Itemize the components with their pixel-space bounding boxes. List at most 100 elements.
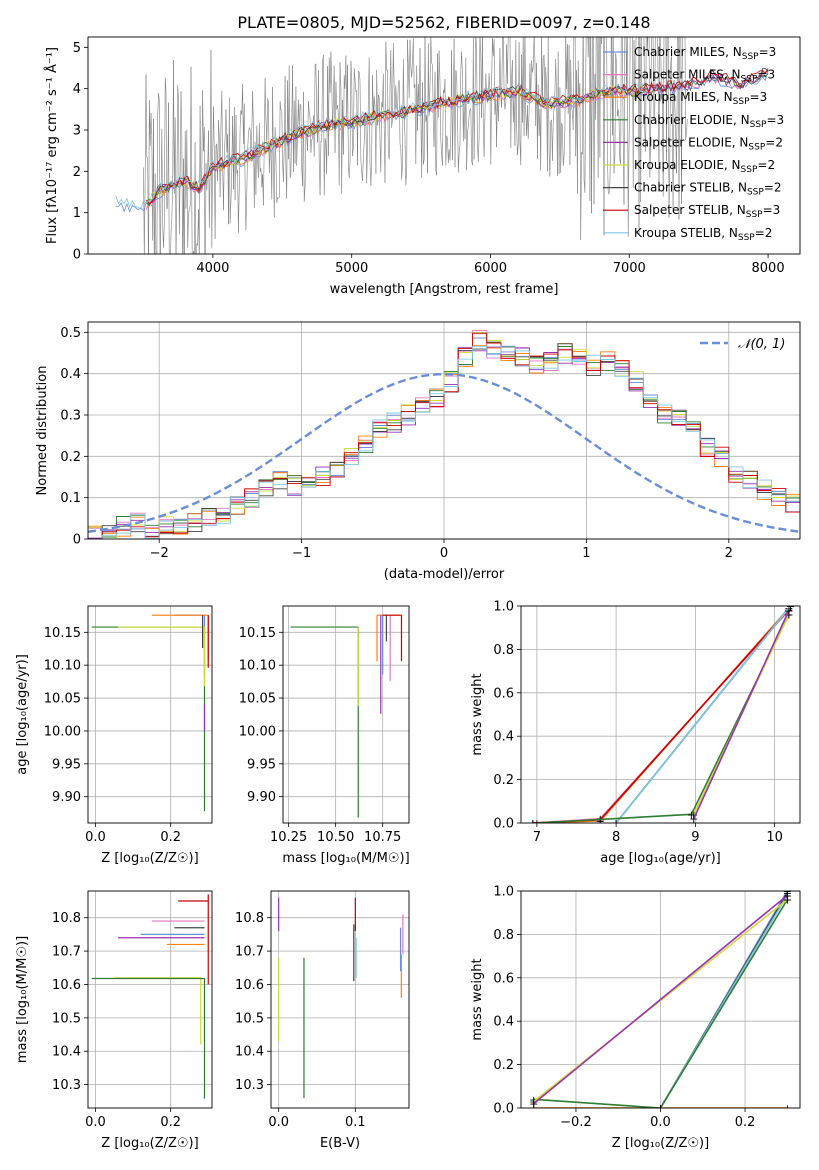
spectrum-segment [531,60,533,73]
spectrum-segment [542,57,544,100]
spectrum-segment [144,171,146,254]
y-tick-label: 10.3 [235,1078,264,1093]
y-tick-label: 9.90 [52,790,81,805]
spectrum-segment [354,79,357,92]
spectrum-segment [179,173,181,235]
spectrum-segment [358,71,361,81]
spectrum-segment [684,3,685,8]
weight-line [532,608,790,823]
spectrum-segment [289,173,292,178]
y-tick-label: 10.05 [239,692,276,707]
legend-label: Kroupa ELODIE, NSSP=2 [634,158,775,175]
legend-label: Kroupa STELIB, NSSP=2 [634,226,772,243]
histogram-step [88,346,800,539]
spectrum-segment [334,81,337,153]
spectrum-segment [400,147,402,180]
y-tick-label: 0.4 [493,1015,514,1030]
spectrum-segment [318,70,320,162]
spectrum-segment [212,106,214,163]
weight-marker: + [596,813,605,826]
spectrum-segment [667,37,670,218]
spectrum-segment [191,202,193,254]
spectrum-segment [502,37,504,46]
spectrum-segment [648,37,651,178]
spectrum-segment [147,157,149,254]
spectrum-segment [649,135,651,178]
weight-marker: + [529,1095,538,1108]
spectrum-segment [199,105,202,191]
spectrum-segment [623,38,626,205]
y-tick-label: 10.10 [239,659,276,674]
y-axis-label: mass weight [470,958,485,1040]
weight-marker: + [784,609,793,622]
weight-line [533,899,788,1103]
spectrum-segment [348,162,351,179]
spectrum-segment [295,86,297,166]
x-tick-label: 0 [440,546,448,561]
histogram-step [88,332,800,539]
spectrum-segment [250,130,253,157]
spectrum-segment [640,42,642,202]
axes-frame [282,605,410,824]
spectrum-segment [255,125,258,195]
errorbar [114,977,202,1045]
spectrum-segment [181,129,183,254]
weight-marker: + [529,1093,538,1106]
spectrum-segment [596,37,598,61]
weight-line [533,894,788,1105]
spectrum-segment [658,37,660,189]
spectrum-segment [590,37,592,214]
spectrum-segment [657,0,658,19]
spectrum-segment [278,101,281,198]
spectrum-segment [431,62,433,65]
spectrum-segment [383,73,385,127]
x-tick-label: 0.0 [85,1115,106,1130]
y-tick-label: 2 [73,165,81,180]
spectrum-segment [153,118,155,254]
spectrum-segment [196,243,198,254]
spectrum-segment [685,132,687,140]
spectrum-segment [606,0,607,14]
spectrum-segment [451,50,453,161]
spectrum-segment [439,81,442,140]
spectrum-segment [666,37,668,161]
spectrum-segment [503,37,505,95]
x-axis-label: (data-model)/error [384,567,505,582]
spectrum-segment [358,70,360,73]
y-tick-label: 0 [73,248,81,263]
axes-frame [87,890,213,1109]
spectrum-segment [533,37,536,60]
weight-marker: + [783,889,792,902]
spectrum-segment [577,60,579,194]
spectrum-segment [335,81,337,110]
x-tick-label: 10 [766,830,783,845]
spectrum-segment [225,109,228,153]
spectrum-segment [680,37,682,204]
spectrum-segment [190,66,193,204]
spectrum-segment [561,122,563,127]
spectrum-segment [611,37,613,136]
spectrum-segment [378,94,380,98]
spectrum-segment [629,37,631,92]
spectrum-segment [504,102,507,110]
spectrum-segment [446,135,448,139]
spectrum-segment [424,37,427,122]
spectrum-segment [536,63,538,159]
spectrum-segment [378,97,381,143]
spectrum-segment [457,113,459,173]
spectrum-segment [407,39,409,67]
y-tick-label: 0.8 [493,928,514,943]
spectrum-segment [622,37,624,143]
weight-marker: + [786,600,795,613]
spectrum-segment [415,65,417,165]
weight-marker: + [656,1102,665,1115]
spectrum-segment [497,87,499,122]
spectrum-segment [599,37,601,158]
spectrum-segment [214,145,217,239]
spectrum-segment [667,4,668,13]
spectrum-segment [587,37,589,58]
spectrum-segment [313,64,316,157]
weight-marker: + [596,814,605,827]
x-tick-label: 0.2 [160,1115,181,1130]
